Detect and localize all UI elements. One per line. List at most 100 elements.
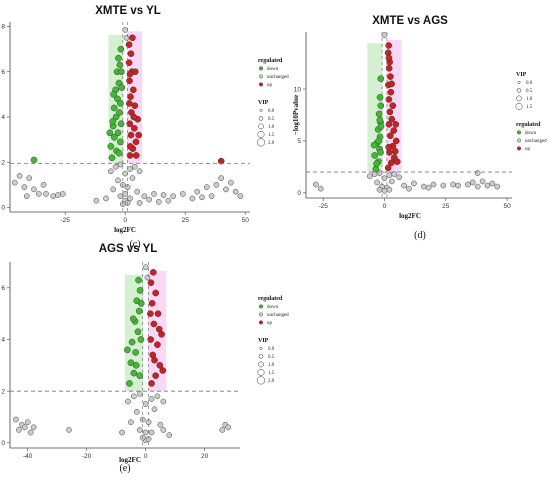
legend: VIP 0.0 0.5 1.0 1.5 regulated down unchanged up xyxy=(515,72,547,152)
point-up xyxy=(126,77,133,85)
point-unchanged xyxy=(396,174,403,181)
point-down xyxy=(373,160,380,168)
point-down xyxy=(128,338,136,346)
y-tick-label: 4 xyxy=(1,114,5,121)
legend-vip-size xyxy=(259,346,263,350)
point-unchanged xyxy=(151,191,157,197)
point-down xyxy=(124,346,131,354)
point-unchanged xyxy=(110,186,117,193)
legend-vip-title: VIP xyxy=(258,338,269,344)
point-unchanged xyxy=(13,416,19,423)
point-unchanged xyxy=(117,161,124,168)
legend-vip-value: 1.5 xyxy=(268,133,275,138)
point-unchanged xyxy=(401,182,407,189)
point-unchanged xyxy=(425,184,432,191)
point-down xyxy=(30,156,38,164)
point-down xyxy=(377,149,384,156)
point-unchanged xyxy=(391,171,398,177)
point-up xyxy=(391,147,399,155)
point-down xyxy=(114,129,122,137)
point-unchanged xyxy=(199,194,205,201)
plot-title: XMTE vs YL xyxy=(95,5,161,17)
legend-item-unchanged: unchanged xyxy=(267,75,289,80)
point-unchanged xyxy=(494,183,501,190)
point-unchanged xyxy=(136,390,143,397)
point-up xyxy=(147,279,155,286)
point-unchanged xyxy=(208,193,215,199)
panel-label: (d) xyxy=(414,230,426,241)
point-unchanged xyxy=(21,184,28,190)
legend-swatch-unchanged xyxy=(517,138,522,143)
point-down xyxy=(377,102,385,109)
point-down xyxy=(127,359,135,367)
y-tick-label: 2 xyxy=(1,159,5,166)
y-tick-label: 0 xyxy=(297,190,301,197)
y-tick-label: 0 xyxy=(1,205,5,212)
point-up xyxy=(126,120,134,128)
point-up xyxy=(388,80,395,88)
point-up xyxy=(154,341,161,348)
point-unchanged xyxy=(123,35,130,41)
legend-item-down: down xyxy=(267,305,279,310)
y-axis-title: −log10Pvalue xyxy=(292,95,300,135)
legend-swatch-up xyxy=(517,146,522,151)
legend-vip-size xyxy=(516,88,522,93)
point-down xyxy=(117,45,125,53)
point-unchanged xyxy=(119,429,125,436)
point-unchanged xyxy=(24,419,31,425)
point-unchanged xyxy=(479,178,486,185)
point-unchanged xyxy=(386,172,393,178)
series-unchanged xyxy=(11,27,244,207)
point-unchanged xyxy=(381,175,388,182)
point-up xyxy=(385,96,393,103)
legend-vip-value: 0.0 xyxy=(268,109,275,114)
point-unchanged xyxy=(366,173,373,180)
y-tick-label: 6 xyxy=(1,285,5,292)
point-unchanged xyxy=(374,179,380,186)
point-unchanged xyxy=(21,424,28,431)
point-down xyxy=(108,154,116,162)
x-axis-title: log2FC xyxy=(399,212,421,220)
point-unchanged xyxy=(227,179,234,186)
point-unchanged xyxy=(142,264,149,270)
point-unchanged xyxy=(151,406,158,413)
point-down xyxy=(106,129,114,137)
y-tick-label: 6 xyxy=(1,69,5,76)
point-down xyxy=(377,75,385,83)
legend-vip-value: 1.0 xyxy=(526,97,533,102)
point-unchanged xyxy=(27,429,34,436)
point-unchanged xyxy=(165,197,172,204)
point-unchanged xyxy=(160,398,167,405)
point-down xyxy=(137,300,145,307)
point-unchanged xyxy=(122,170,129,177)
x-tick-label: -20 xyxy=(82,453,92,460)
point-down xyxy=(136,372,144,379)
legend-vip-size xyxy=(516,95,522,102)
legend-item-unchanged: unchanged xyxy=(525,139,547,144)
point-down xyxy=(111,134,118,141)
point-down xyxy=(118,84,126,91)
point-up xyxy=(125,59,133,67)
series-down xyxy=(124,276,145,387)
point-up xyxy=(130,86,137,94)
legend-swatch-up xyxy=(259,82,264,87)
legend-vip-size xyxy=(256,376,266,385)
point-up xyxy=(152,372,159,379)
point-unchanged xyxy=(381,32,388,38)
point-unchanged xyxy=(35,191,42,197)
x-tick-label: -25 xyxy=(60,217,70,224)
point-up xyxy=(127,50,135,57)
point-up xyxy=(130,124,138,132)
series-up xyxy=(384,42,401,172)
legend-item-up: up xyxy=(267,321,273,326)
legend-vip-value: 1.0 xyxy=(268,125,275,130)
x-tick-label: 50 xyxy=(242,217,250,224)
point-unchanged xyxy=(136,168,143,175)
legend-vip-size xyxy=(258,354,264,359)
x-tick-label: 0 xyxy=(383,203,387,210)
point-down xyxy=(376,94,384,101)
point-down xyxy=(130,369,138,377)
legend-vip-size xyxy=(258,123,264,130)
